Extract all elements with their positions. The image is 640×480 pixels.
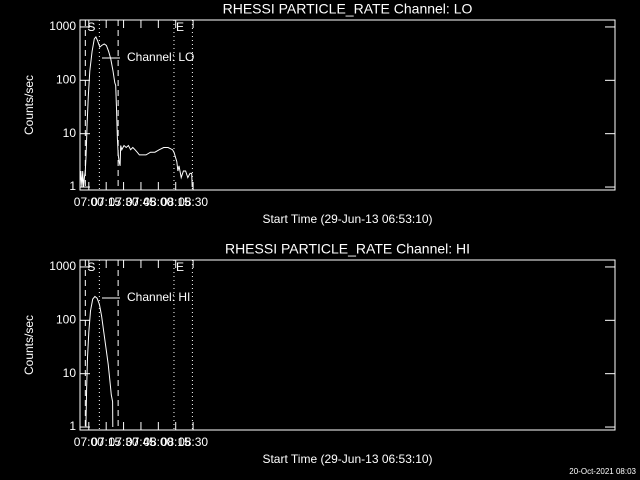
chart-title: RHESSI PARTICLE_RATE Channel: LO xyxy=(223,1,473,17)
data-line xyxy=(85,295,114,428)
x-tick-label: 08:30 xyxy=(178,435,208,449)
annotation: S xyxy=(87,20,95,34)
x-tick-label: 08:00 xyxy=(143,435,173,449)
x-tick-label: 08:15 xyxy=(161,435,191,449)
footer: 20-Oct-2021 08:03 xyxy=(569,467,636,476)
x-tick-label: 08:15 xyxy=(161,195,191,209)
x-tick-label: 07:45 xyxy=(126,195,156,209)
x-axis-label: Start Time (29-Jun-13 06:53:10) xyxy=(262,212,432,226)
y-axis-label: Counts/sec xyxy=(22,75,36,135)
y-axis-label: Counts/sec xyxy=(22,315,36,375)
chart-title: RHESSI PARTICLE_RATE Channel: HI xyxy=(225,241,470,257)
y-tick-label: 10 xyxy=(63,366,77,380)
y-tick-label: 100 xyxy=(56,72,76,86)
x-tick-label: 07:15 xyxy=(91,435,121,449)
annotation: S xyxy=(87,260,95,274)
x-axis-label: Start Time (29-Jun-13 06:53:10) xyxy=(262,452,432,466)
x-tick-label: 07:00 xyxy=(74,195,104,209)
annotation: E xyxy=(176,260,184,274)
y-tick-label: 1 xyxy=(69,179,76,193)
x-tick-label: 07:15 xyxy=(91,195,121,209)
legend-label: Channel: HI xyxy=(127,290,190,304)
x-tick-label: 07:30 xyxy=(109,435,139,449)
x-tick-label: 07:00 xyxy=(74,435,104,449)
y-tick-label: 1000 xyxy=(49,259,76,273)
y-tick-label: 100 xyxy=(56,312,76,326)
annotation: E xyxy=(176,20,184,34)
y-tick-label: 1000 xyxy=(49,19,76,33)
x-tick-label: 08:30 xyxy=(178,195,208,209)
x-tick-label: 07:30 xyxy=(109,195,139,209)
data-line xyxy=(79,35,193,188)
x-tick-label: 07:45 xyxy=(126,435,156,449)
legend-label: Channel: LO xyxy=(127,50,194,64)
plot-frame xyxy=(79,259,616,431)
y-tick-label: 10 xyxy=(63,126,77,140)
x-tick-label: 08:00 xyxy=(143,195,173,209)
y-tick-label: 1 xyxy=(69,419,76,433)
plot-frame xyxy=(79,19,616,191)
